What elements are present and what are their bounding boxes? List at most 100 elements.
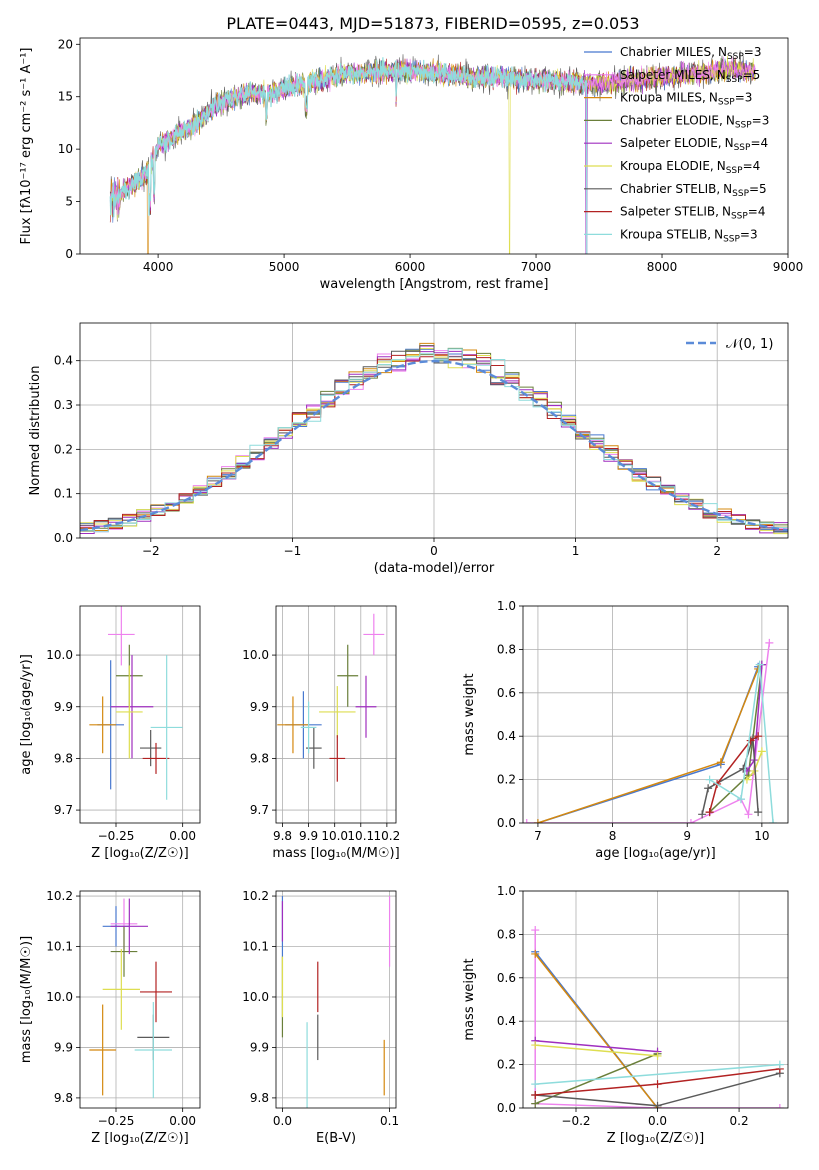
weight-marker-8 <box>705 775 714 784</box>
x-tick-label: 0.0 <box>648 1114 667 1128</box>
x-tick-label: 5000 <box>269 260 300 274</box>
weight-marker-3 <box>531 1099 540 1108</box>
x-tick-label: 10.0 <box>321 829 348 843</box>
legend-nssp-value: =5 <box>749 182 767 196</box>
weight-marker-7 <box>653 1080 662 1089</box>
y-tick-label: 9.9 <box>250 1040 269 1054</box>
axes-frame <box>275 890 397 1109</box>
legend-model-name: Salpeter ELODIE, <box>620 136 722 150</box>
y-tick-label: 10.1 <box>242 940 269 954</box>
legend-nssp-value: =3 <box>735 91 753 105</box>
legend-entry-4: Salpeter ELODIE, NSSP=4 <box>620 136 768 153</box>
legend-nssp-value: =3 <box>752 113 770 127</box>
weight-marker-6 <box>698 810 707 819</box>
x-axis-label: Z [log₁₀(Z/Z☉)] <box>91 846 188 861</box>
y-tick-label: 0.8 <box>497 642 516 656</box>
y-tick-label: 0.0 <box>497 816 516 830</box>
mass-vs-extinction-panel: 0.0 0.1 9.8 9.9 10.0 10.1 10.2 E(B-V) <box>242 889 399 1146</box>
x-tick-label: 0.00 <box>169 1114 196 1128</box>
legend-nssp-label: N <box>714 227 723 241</box>
weight-marker-1 <box>775 1104 784 1108</box>
y-tick-label: 9.8 <box>250 1091 269 1105</box>
grid <box>276 606 396 823</box>
legend-nssp-value: =4 <box>750 136 768 150</box>
y-tick-label: 0.2 <box>497 1058 516 1072</box>
grid <box>80 891 200 1108</box>
y-tick-label: 0.6 <box>497 971 516 985</box>
x-axis-label: Z [log₁₀(Z/Z☉)] <box>607 1131 704 1146</box>
legend-nssp-sub: SSP <box>734 143 751 153</box>
legend-nssp-sub: SSP <box>727 52 744 62</box>
grid <box>276 891 396 1108</box>
weight-line-1 <box>534 930 780 1108</box>
weight-marker-1 <box>765 638 774 647</box>
weight-marker-2 <box>531 949 540 958</box>
legend-model-name: Salpeter STELIB, <box>620 205 719 219</box>
weight-marker-8 <box>755 660 764 669</box>
legend-nssp-value: =4 <box>748 205 766 219</box>
x-tick-label: −1 <box>284 544 302 558</box>
residuals-panel: −2 −1 0 1 2 0.0 0.1 0.2 0.3 0.4 (data-model)/error… <box>28 322 789 576</box>
legend-model-name: Kroupa ELODIE, <box>620 159 714 173</box>
x-tick-label: 1 <box>572 544 580 558</box>
legend-nssp-value: =3 <box>744 45 762 59</box>
grid <box>80 606 200 823</box>
x-tick-label: 7000 <box>521 260 552 274</box>
weight-marker-1 <box>744 810 753 819</box>
plot-area <box>89 606 183 800</box>
y-tick-label: 0 <box>65 247 73 261</box>
y-tick-label: 0.4 <box>54 354 73 368</box>
weight-line-8 <box>535 1063 780 1085</box>
mass-vs-metallicity-panel: −0.25 0.00 9.8 9.9 10.0 10.1 10.2 Z [log₁₀(Z/Z☉… <box>19 889 201 1146</box>
x-tick-label: 10 <box>754 829 769 843</box>
x-tick-label: 9 <box>683 829 691 843</box>
legend-nssp-label: N <box>718 45 727 59</box>
y-tick-label: 10.2 <box>46 889 73 903</box>
weight-line-2 <box>534 953 659 1108</box>
legend-model-name: Chabrier STELIB, <box>620 182 720 196</box>
x-tick-label: 0.0 <box>273 1114 292 1128</box>
y-tick-label: 0.8 <box>497 927 516 941</box>
legend-nssp-sub: SSP <box>735 120 752 130</box>
legend-entry-1: Salpeter MILES, NSSP=5 <box>620 68 760 85</box>
x-tick-label: 7 <box>534 829 542 843</box>
weight-marker-6 <box>704 784 713 793</box>
mass-weight-vs-metallicity-panel: −0.2 0.0 0.2 0.0 0.2 0.4 0.6 0.8 1.0 Z [log₁₀(Z/Z… <box>462 884 789 1146</box>
axes-frame <box>522 890 789 1109</box>
weight-marker-1 <box>686 819 695 823</box>
x-axis-label: wavelength [Angstrom, rest frame] <box>320 277 549 292</box>
y-tick-label: 15 <box>58 90 73 104</box>
legend-nssp-label: N <box>717 68 726 82</box>
weight-marker-8 <box>775 1060 784 1069</box>
y-tick-label: 0.6 <box>497 686 516 700</box>
weight-line-7 <box>708 735 759 813</box>
y-tick-label: 9.7 <box>250 803 269 817</box>
axes-frame <box>79 605 201 824</box>
x-tick-label: −0.25 <box>98 1114 135 1128</box>
spectrum-panel: 4000 5000 6000 7000 8000 9000 0 5 10 15 20 waveleng… <box>19 37 803 292</box>
y-tick-label: 0.0 <box>54 531 73 545</box>
y-axis-label: mass weight <box>462 673 477 755</box>
y-axis-label: mass weight <box>462 958 477 1040</box>
weight-marker-8 <box>736 795 745 804</box>
y-tick-label: 0.2 <box>54 442 73 456</box>
mass-weight-vs-age-panel: 7 8 9 10 0.0 0.2 0.4 0.6 0.8 1.0 age [log₁₀(age/yr… <box>462 599 789 861</box>
x-tick-label: −0.25 <box>98 829 135 843</box>
weight-marker-8 <box>769 819 778 823</box>
legend-nssp-value: =4 <box>743 159 761 173</box>
y-tick-label: 0.3 <box>54 398 73 412</box>
weight-marker-7 <box>754 732 763 741</box>
x-tick-label: 9.9 <box>299 829 318 843</box>
weight-line-8 <box>709 664 774 823</box>
weight-marker-7 <box>746 736 755 745</box>
y-tick-label: 9.8 <box>54 1091 73 1105</box>
legend-model-name: Kroupa MILES, <box>620 91 706 105</box>
y-tick-label: 0.4 <box>497 729 516 743</box>
legend-nssp-sub: SSP <box>718 98 735 108</box>
axes-frame <box>79 890 201 1109</box>
legend-entry-3: Chabrier ELODIE, NSSP=3 <box>620 113 769 130</box>
x-tick-label: 9000 <box>773 260 804 274</box>
weight-marker-2 <box>716 758 725 767</box>
legend-model-name: Chabrier MILES, <box>620 45 715 59</box>
